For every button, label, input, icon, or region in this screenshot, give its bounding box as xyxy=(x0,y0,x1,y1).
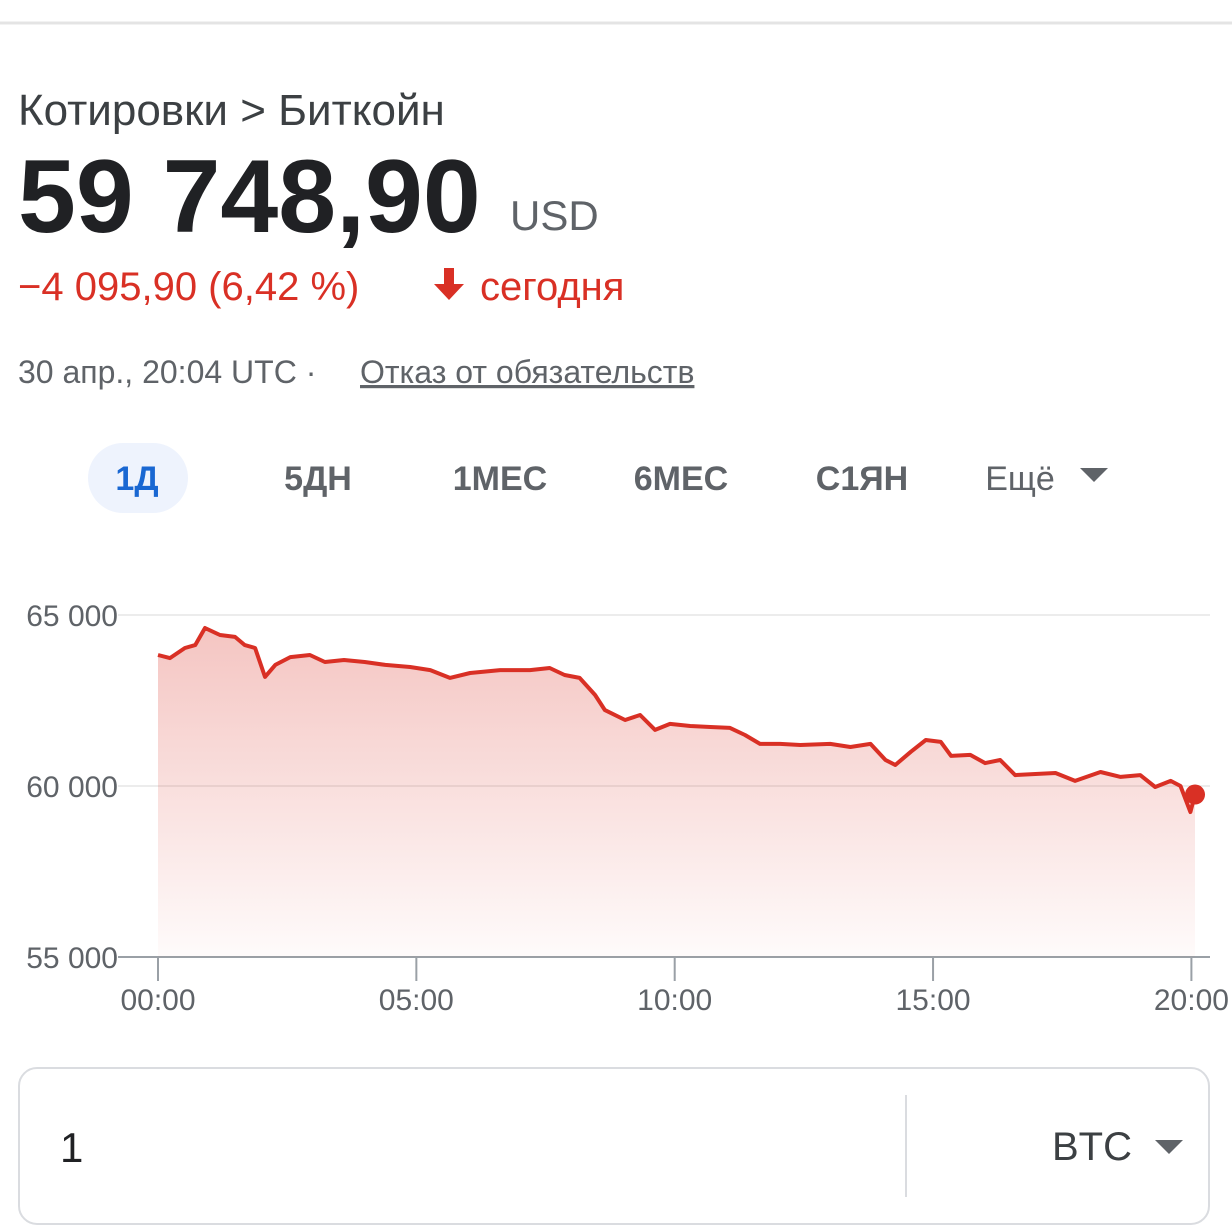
timestamp: 30 апр., 20:04 UTC · xyxy=(18,354,316,390)
tab[interactable]: 6МЕС xyxy=(634,460,728,498)
last-point xyxy=(1185,784,1206,805)
price-line xyxy=(157,626,1197,814)
chart: 55 000 60 000 65 000 00:00 05:00 10:00 15:00 20… xyxy=(26,600,1229,1017)
area xyxy=(158,628,1195,957)
disclaimer-link[interactable]: Отказ от обязательств xyxy=(360,354,694,390)
converter-amount[interactable]: 1 xyxy=(60,1124,83,1171)
tab-selected-bg xyxy=(88,443,188,513)
currency-dropdown-icon[interactable] xyxy=(1155,1140,1183,1154)
converter-currency[interactable]: BTC xyxy=(1052,1125,1132,1169)
price: 59 748,90 xyxy=(18,139,481,255)
x-tick-label: 15:00 xyxy=(896,984,971,1017)
tab[interactable]: 1МЕС xyxy=(453,460,547,498)
y-tick-label: 55 000 xyxy=(26,942,118,975)
y-tick-label: 65 000 xyxy=(26,600,118,633)
tab[interactable]: 1Д xyxy=(115,460,158,498)
period: сегодня xyxy=(480,265,624,309)
change: −4 095,90 (6,42 %) xyxy=(18,265,359,309)
y-tick-label: 60 000 xyxy=(26,771,118,804)
tab[interactable]: Ещё xyxy=(985,460,1055,498)
x-tick-label: 05:00 xyxy=(379,984,454,1017)
tabs: 1Д 5ДН 1МЕС 6МЕС С1ЯН Ещё xyxy=(115,460,1054,498)
tab[interactable]: 5ДН xyxy=(284,460,352,498)
x-tick-label: 00:00 xyxy=(120,984,195,1017)
currency: USD xyxy=(510,192,599,239)
tab[interactable]: С1ЯН xyxy=(816,460,908,498)
top-bar xyxy=(0,0,1232,22)
more-dropdown-icon[interactable] xyxy=(1080,468,1108,482)
converter-box xyxy=(18,1067,1210,1225)
down-arrow xyxy=(434,268,464,300)
breadcrumb[interactable]: Котировки > Биткойн xyxy=(18,86,445,135)
x-tick-label: 10:00 xyxy=(637,984,712,1017)
x-tick-label: 20:00 xyxy=(1154,984,1229,1017)
